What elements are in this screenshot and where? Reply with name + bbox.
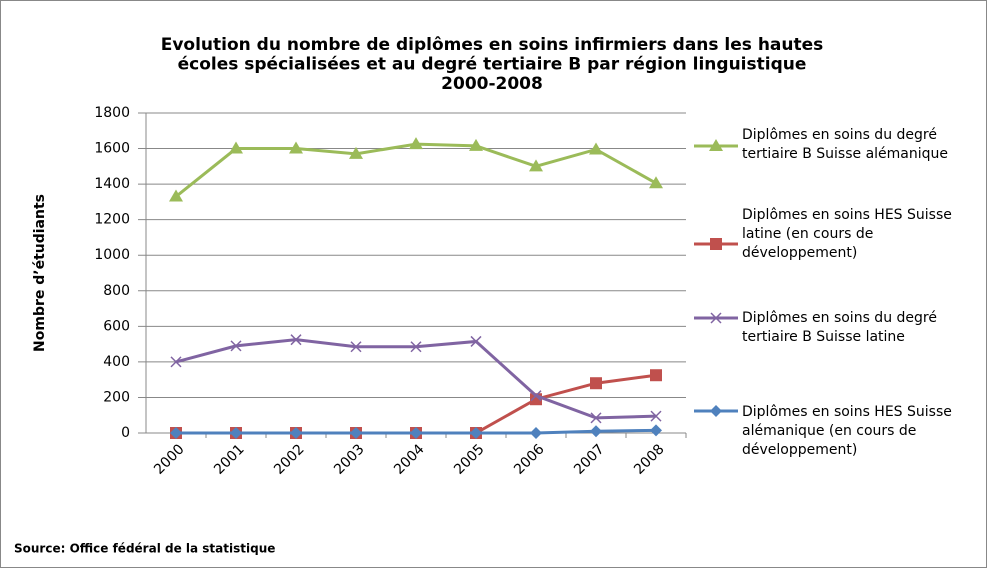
marker [230, 340, 242, 352]
marker [229, 141, 243, 154]
marker [529, 159, 543, 172]
marker [170, 356, 182, 368]
chart-title: 2000-2008 [441, 74, 543, 94]
y-tick-label: 1200 [94, 212, 130, 228]
y-axis-label: Nombre d’étudiants [32, 194, 48, 352]
marker [590, 425, 602, 438]
marker [169, 189, 183, 202]
marker [350, 341, 362, 353]
y-tick-label: 200 [103, 389, 130, 405]
marker [230, 427, 242, 439]
marker [589, 142, 603, 155]
marker [530, 390, 542, 402]
marker [469, 138, 483, 151]
y-tick-label: 800 [103, 283, 130, 299]
marker [290, 427, 302, 439]
marker [650, 410, 662, 422]
marker [590, 377, 602, 390]
legend-label: Diplômes en soins du degré tertiaire B S… [742, 127, 949, 162]
chart-title: Evolution du nombre de diplômes en soins… [161, 35, 824, 55]
marker [470, 427, 482, 439]
marker [410, 427, 422, 439]
marker [410, 341, 422, 353]
y-tick-label: 1400 [94, 176, 130, 192]
legend-label: Diplômes en soins HES Suisse latine (en … [742, 207, 952, 261]
marker [349, 146, 363, 159]
marker [409, 137, 423, 150]
marker [289, 141, 303, 154]
legend-marker [709, 139, 723, 151]
y-tick-label: 400 [103, 354, 130, 370]
marker [470, 335, 482, 347]
legend-marker [710, 312, 722, 324]
source: Source: Office fédéral de la statistique [14, 542, 275, 556]
legend-marker [710, 405, 722, 417]
y-tick-label: 0 [121, 425, 130, 441]
legend-label: Diplômes en soins HES Suisse alémanique … [742, 404, 952, 458]
y-tick-label: 600 [103, 318, 130, 334]
marker [650, 369, 662, 382]
marker [530, 427, 542, 439]
legend-marker [710, 238, 722, 250]
legend-label: Diplômes en soins du degré tertiaire B S… [742, 310, 937, 345]
marker [290, 334, 302, 346]
chart-title: écoles spécialisées et au degré tertiair… [178, 55, 807, 75]
marker [590, 412, 602, 424]
y-tick-label: 1800 [94, 105, 130, 121]
marker [350, 427, 362, 439]
marker [649, 176, 663, 189]
marker [170, 427, 182, 439]
y-tick-label: 1000 [94, 247, 130, 263]
y-tick-label: 1600 [94, 141, 130, 157]
marker [650, 424, 662, 437]
